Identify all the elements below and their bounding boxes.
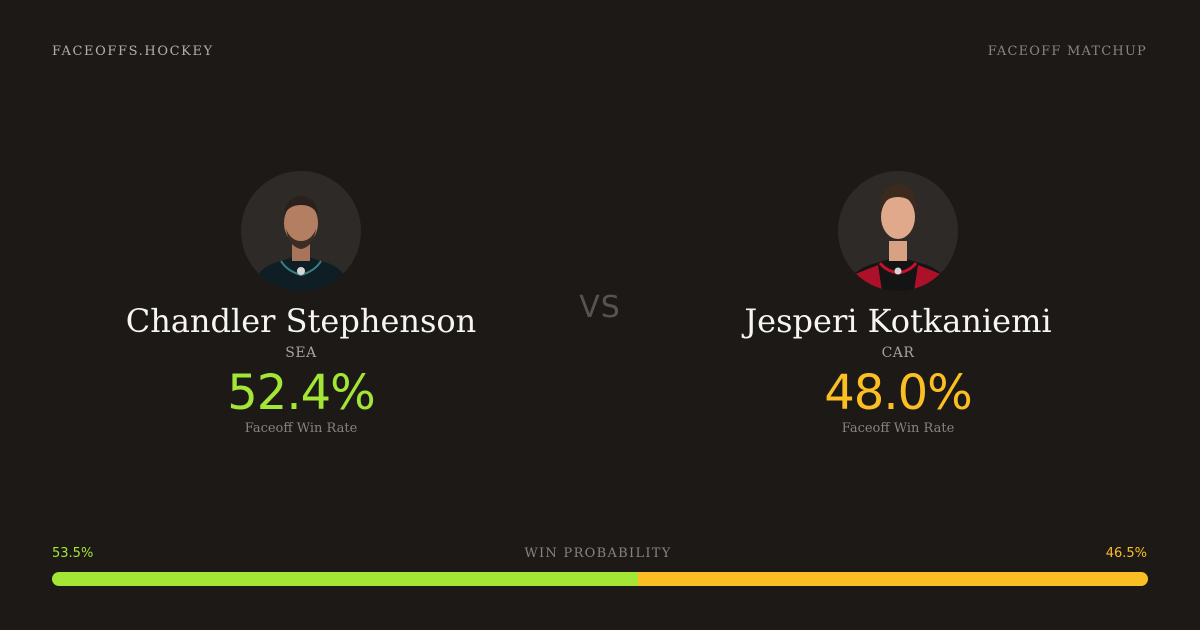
left-win-rate-label: Faceoff Win Rate [244,421,358,436]
right-headshot-icon [846,184,950,291]
left-player-card: Chandler Stephenson SEA 52.4% Faceoff Wi… [71,171,531,436]
win-probability-bar-right-fill [638,572,1148,586]
win-probability-right-value: 46.5% [1105,546,1147,561]
brand-logo-text: FACEOFFS.HOCKEY [52,44,214,59]
win-probability-left-value: 53.5% [52,546,94,561]
right-player-avatar [838,171,958,291]
win-probability-title: WIN PROBABILITY [524,546,672,561]
left-player-team: SEA [285,345,317,361]
left-player-avatar [241,171,361,291]
right-player-name: Jesperi Kotkaniemi [744,302,1052,340]
left-headshot-icon [251,196,351,291]
left-player-win-rate: 52.4% [227,365,375,421]
win-probability-bar [52,572,1148,586]
right-player-win-rate: 48.0% [824,365,972,421]
win-probability-bar-left-fill [52,572,639,586]
right-player-card: Jesperi Kotkaniemi CAR 48.0% Faceoff Win… [668,171,1128,436]
right-player-team: CAR [881,345,915,361]
vs-label: VS [579,290,621,325]
left-player-name: Chandler Stephenson [125,302,477,340]
right-win-rate-label: Faceoff Win Rate [841,421,955,436]
header-tag: FACEOFF MATCHUP [987,44,1147,59]
